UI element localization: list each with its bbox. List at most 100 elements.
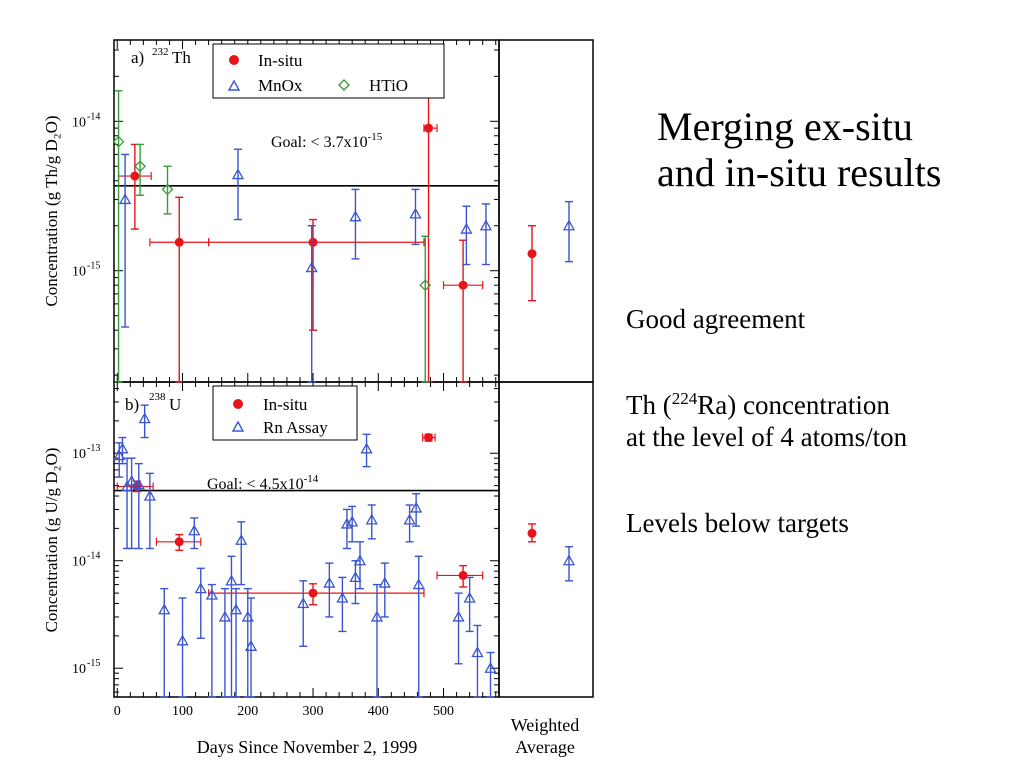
legend-rn-assay-marker — [231, 420, 245, 432]
htio-marker — [134, 160, 147, 173]
x-tick-label: 500 — [433, 704, 454, 719]
weighted-in-situ-marker — [527, 249, 537, 259]
y-tick-label-exp: -14 — [87, 551, 100, 562]
legend-insitu-label: In-situ — [258, 51, 303, 70]
legend-mnox-marker — [227, 79, 241, 91]
y-tick-label-base: 10 — [72, 115, 86, 130]
rn-assay-marker — [346, 515, 359, 527]
in-situ-marker — [458, 280, 468, 290]
rn-assay-marker — [378, 576, 391, 588]
in-situ-marker — [308, 237, 318, 247]
rn-assay-marker — [138, 412, 151, 424]
legend-insitu-marker — [229, 55, 239, 65]
panel-a-goal-text: Goal: < 3.7x10 — [271, 134, 368, 151]
panel-a-average-frame — [498, 39, 594, 383]
slide-title-line1: Merging ex-situ — [657, 104, 913, 149]
x-tick-label: 0 — [114, 704, 121, 719]
y-tick-label: 10 — [72, 555, 86, 570]
y-tick-label-base: 10 — [72, 662, 86, 677]
bullet-concentration-line2: at the level of 4 atoms/ton — [626, 422, 908, 452]
weighted-in-situ-marker — [527, 528, 537, 538]
rn-assay-marker — [244, 639, 258, 651]
rn-assay-marker — [116, 442, 129, 454]
rn-assay-marker — [218, 610, 232, 622]
legend-htio-label: HTiO — [369, 76, 408, 95]
x-axis-label: Days Since November 2, 1999 — [197, 737, 417, 757]
rn-assay-marker — [143, 489, 156, 501]
rn-assay-marker — [484, 661, 497, 673]
in-situ-marker — [424, 433, 434, 443]
legend-b-insitu-label: In-situ — [263, 395, 308, 414]
panel-b-isotope: U — [169, 395, 181, 414]
panel-a-isotope-mass: 232 — [152, 46, 169, 58]
rn-assay-marker — [235, 533, 248, 545]
slide-title-line2: and in-situ results — [657, 150, 942, 195]
x-tick-label: 300 — [303, 704, 324, 719]
rn-assay-marker — [336, 591, 349, 603]
panel-b-average-frame — [498, 381, 594, 698]
bullet-targets: Levels below targets — [626, 508, 849, 538]
in-situ-marker — [424, 123, 434, 133]
rn-assay-marker — [194, 582, 207, 594]
x-tick-label: 400 — [368, 704, 389, 719]
in-situ-marker — [174, 237, 184, 247]
in-situ-marker — [130, 171, 140, 181]
rn-assay-marker — [205, 588, 218, 600]
rn-assay-marker — [340, 517, 354, 529]
panel-a-goal-label: Goal: < 3.7x10-15 — [271, 131, 383, 151]
panel-a-goal-exp: -15 — [368, 131, 383, 143]
panel-a-label: a) — [131, 48, 144, 67]
rn-assay-marker — [132, 478, 145, 490]
y-tick-label: 10 — [72, 265, 86, 280]
rn-assay-marker — [225, 574, 238, 586]
in-situ-marker — [458, 570, 468, 580]
panel-a-legend: In-situ MnOx HTiO — [212, 43, 445, 99]
y-tick-label: 10 — [72, 447, 86, 462]
htio-marker — [161, 183, 174, 196]
panel-a-y-axis-label: Concentration (g Th/g D₂O) — [42, 115, 61, 306]
legend-rn-assay-label: Rn Assay — [263, 418, 328, 437]
weighted-label-line2: Average — [515, 737, 575, 757]
y-tick-label-exp: -15 — [87, 658, 100, 669]
in-situ-marker — [308, 588, 318, 598]
rn-assay-marker — [241, 610, 254, 622]
mnox-marker — [460, 222, 473, 234]
rn-assay-marker — [349, 571, 362, 583]
bullet-concentration-pre: Th ( — [626, 390, 672, 420]
y-tick-label: 10 — [72, 662, 86, 677]
rn-assay-marker — [323, 576, 336, 588]
bullet-concentration-sup: 224 — [671, 389, 698, 408]
mnox-marker — [231, 168, 245, 180]
rn-assay-marker — [471, 646, 484, 658]
legend-mnox-label: MnOx — [258, 76, 303, 95]
slide-title: Merging ex-situ and in-situ results — [657, 104, 1017, 196]
panel-b-isotope-mass: 238 — [149, 391, 166, 403]
mnox-marker — [305, 261, 318, 273]
panel-a-isotope: Th — [172, 48, 191, 67]
y-tick-label-exp: -15 — [87, 261, 100, 272]
bullet-concentration-line1: Th (224Ra) concentration — [626, 383, 907, 421]
rn-assay-marker — [158, 603, 171, 615]
rn-assay-marker — [188, 524, 201, 536]
htio-marker — [419, 279, 432, 292]
mnox-marker — [118, 193, 132, 205]
rn-assay-marker — [463, 591, 476, 603]
rn-assay-marker — [365, 513, 378, 525]
bullet-concentration: Th (224Ra) concentration at the level of… — [626, 383, 907, 453]
x-tick-label: 100 — [172, 704, 193, 719]
y-tick-label-base: 10 — [72, 265, 86, 280]
panel-a-legend-box — [212, 43, 445, 99]
panel-b-goal-exp: -14 — [304, 473, 319, 485]
bullet-agreement: Good agreement — [626, 304, 806, 334]
in-situ-marker — [174, 537, 184, 547]
legend-htio-marker — [338, 79, 350, 91]
rn-assay-marker — [403, 513, 416, 525]
rn-assay-marker — [353, 554, 367, 566]
rn-assay-marker — [410, 501, 423, 513]
weighted-mnox-marker — [562, 219, 576, 231]
weighted-rn-assay-marker — [562, 554, 576, 566]
rn-assay-marker — [120, 480, 134, 492]
